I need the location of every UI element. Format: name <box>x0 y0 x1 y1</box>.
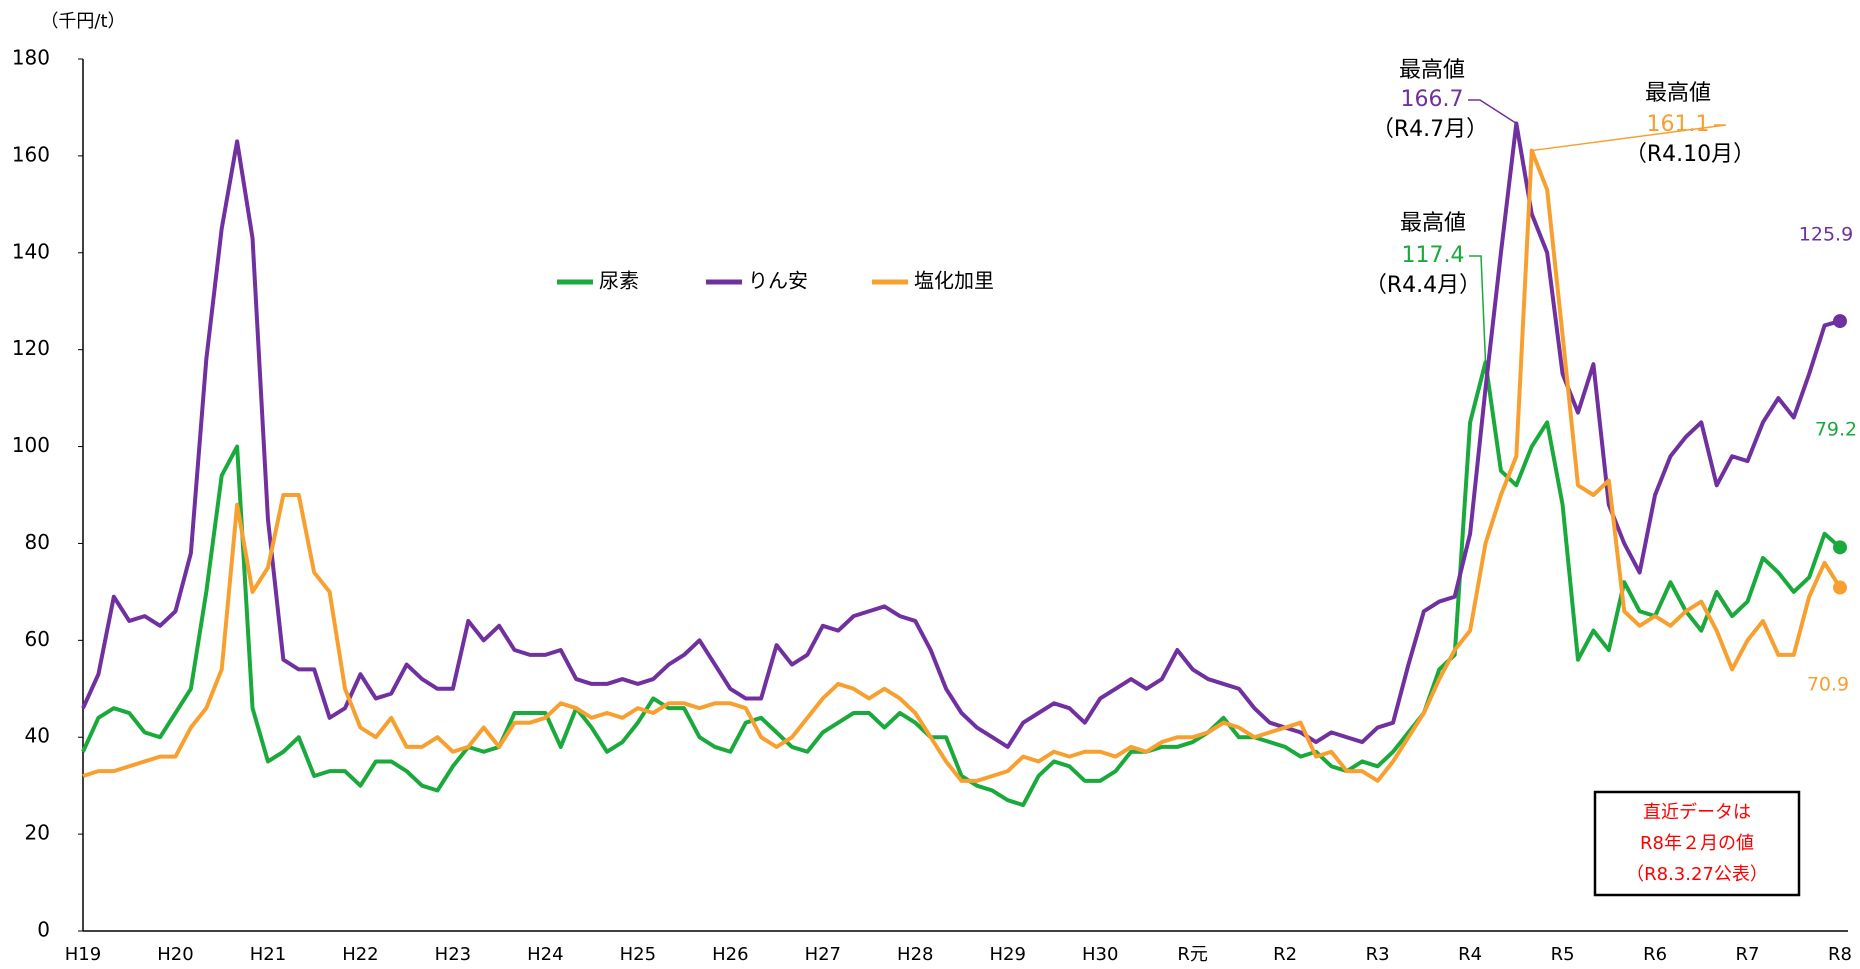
note-line: R8年２月の値 <box>1640 833 1754 854</box>
peak-value: 117.4 <box>1402 243 1465 268</box>
x-tick-label: H28 <box>897 944 933 965</box>
x-tick-label: H23 <box>435 944 471 965</box>
end-point <box>1833 314 1847 329</box>
leader-line <box>1531 124 1727 152</box>
end-label: 125.9 <box>1799 224 1853 246</box>
legend-label: 塩化加里 <box>914 269 994 293</box>
x-tick-label: R3 <box>1366 944 1390 965</box>
x-tick-label: R6 <box>1643 944 1667 965</box>
x-tick-label: R4 <box>1458 944 1482 965</box>
x-tick-label: R7 <box>1736 944 1760 965</box>
x-tick-label: H27 <box>805 944 841 965</box>
series-line <box>81 360 1842 808</box>
y-tick-label: 140 <box>12 239 50 263</box>
peak-value: 166.7 <box>1401 87 1464 112</box>
end-label: 70.9 <box>1807 674 1849 696</box>
peak-title: 最高値 <box>1399 58 1465 83</box>
leader-line <box>1469 255 1487 363</box>
peak-value: 161.1 <box>1647 112 1710 137</box>
end-point <box>1833 580 1847 595</box>
end-point <box>1833 540 1847 555</box>
x-tick-label: R5 <box>1551 944 1575 965</box>
y-tick-label: 20 <box>25 821 50 845</box>
peak-date: （R4.7月） <box>1372 117 1488 142</box>
legend-label: りん安 <box>748 269 808 293</box>
peak-title: 最高値 <box>1400 211 1466 236</box>
x-tick-label: R8 <box>1828 944 1852 965</box>
x-tick-label: H21 <box>250 944 286 965</box>
x-tick-label: H29 <box>990 944 1026 965</box>
x-tick-label: R2 <box>1273 944 1297 965</box>
y-tick-label: 80 <box>25 530 50 554</box>
y-tick-label: 120 <box>12 336 50 360</box>
series-line <box>81 121 1841 749</box>
y-tick-label: 0 <box>37 918 50 942</box>
x-tick-label: H22 <box>342 944 378 965</box>
x-tick-label: H26 <box>712 944 748 965</box>
y-tick-label: 100 <box>12 433 50 457</box>
y-tick-label: 60 <box>25 627 50 651</box>
peak-date: （R4.4月） <box>1365 273 1481 298</box>
end-label: 79.2 <box>1815 419 1857 441</box>
legend-label: 尿素 <box>599 269 639 293</box>
y-unit: （千円/t） <box>40 11 125 32</box>
x-tick-label: H24 <box>527 944 563 965</box>
peak-title: 最高値 <box>1645 81 1711 106</box>
x-tick-label: H25 <box>620 944 656 965</box>
y-tick-label: 160 <box>12 142 50 166</box>
x-tick-label: H20 <box>157 944 193 965</box>
peak-date: （R4.10月） <box>1625 142 1755 167</box>
leader-line <box>1468 99 1517 125</box>
note-line: （R8.3.27公表） <box>1626 864 1768 885</box>
x-tick-label: H30 <box>1082 944 1118 965</box>
note-line: 直近データは <box>1643 802 1751 823</box>
x-tick-label: H19 <box>65 944 101 965</box>
series-line <box>82 148 1842 783</box>
x-tick-label: R元 <box>1177 944 1208 965</box>
y-tick-label: 40 <box>25 724 50 748</box>
y-tick-label: 180 <box>12 46 50 70</box>
note-box <box>1593 790 1801 897</box>
